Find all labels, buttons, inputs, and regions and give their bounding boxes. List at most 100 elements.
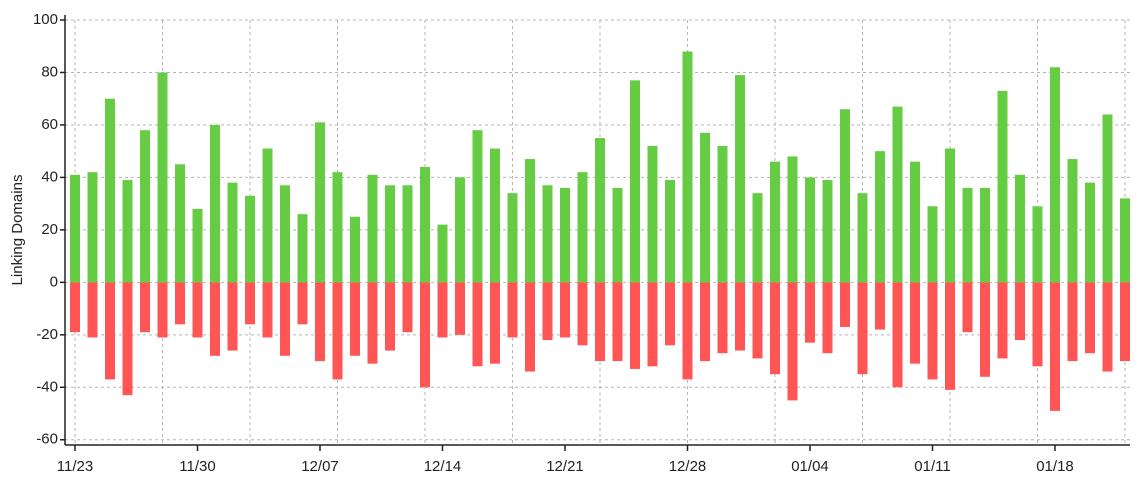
bar — [1102, 282, 1113, 372]
bar — [700, 282, 710, 362]
bar — [805, 282, 815, 343]
bar — [1067, 159, 1078, 283]
bar — [157, 282, 168, 338]
bar — [630, 282, 640, 369]
bar — [140, 130, 150, 283]
bar — [332, 172, 343, 283]
bar — [210, 124, 220, 283]
bar — [455, 177, 465, 283]
bar — [560, 187, 570, 283]
bar — [1085, 282, 1095, 354]
bar — [997, 282, 1008, 359]
x-tick-label: 11/30 — [179, 458, 215, 475]
bar — [595, 282, 605, 362]
bar — [630, 80, 640, 283]
bar — [910, 161, 920, 283]
bar — [822, 180, 833, 283]
bar — [140, 282, 150, 333]
bar — [665, 180, 675, 283]
x-tick-label: 12/07 — [301, 458, 339, 475]
bar — [927, 282, 938, 380]
bar — [280, 185, 290, 283]
bar — [1120, 198, 1130, 283]
bar — [717, 282, 728, 354]
bar — [612, 187, 623, 283]
bar — [175, 164, 185, 283]
bar — [192, 208, 203, 283]
bar — [157, 72, 168, 283]
bar — [595, 138, 605, 283]
bar — [437, 224, 448, 283]
bar — [840, 109, 850, 283]
bar — [665, 282, 675, 346]
bar — [402, 282, 413, 333]
bar — [927, 206, 938, 283]
bar — [385, 282, 395, 351]
bar — [507, 193, 518, 283]
bar — [402, 185, 413, 283]
bar — [875, 151, 885, 283]
bar — [647, 145, 658, 283]
bar — [367, 174, 378, 283]
bar — [525, 282, 535, 372]
bar — [192, 282, 203, 338]
bar — [245, 195, 255, 283]
bar — [1032, 282, 1043, 367]
bar — [175, 282, 185, 325]
bar — [122, 180, 133, 283]
bar — [507, 282, 518, 338]
bar — [980, 282, 990, 377]
bar — [805, 177, 815, 283]
bar — [332, 282, 343, 380]
y-tick-label: 80 — [41, 63, 58, 80]
bar — [892, 282, 903, 388]
bar — [350, 216, 360, 283]
bar — [472, 282, 483, 367]
bar — [857, 193, 868, 283]
bar — [560, 282, 570, 338]
bar — [840, 282, 850, 327]
bar — [437, 282, 448, 338]
x-tick-label: 01/11 — [914, 458, 950, 475]
bar — [1067, 282, 1078, 362]
bar — [350, 282, 360, 356]
y-tick-label: 20 — [41, 221, 58, 238]
bar — [735, 75, 745, 283]
bar — [525, 159, 535, 283]
bar — [770, 161, 780, 283]
bar — [105, 98, 115, 283]
bar — [647, 282, 658, 367]
x-tick-label: 01/04 — [791, 458, 829, 475]
y-tick-label: 40 — [41, 168, 58, 185]
bar — [787, 282, 798, 401]
bar — [87, 172, 98, 283]
bar — [577, 172, 588, 283]
bar — [542, 185, 553, 283]
bar — [945, 282, 955, 390]
bar — [490, 148, 500, 283]
bar — [105, 282, 115, 380]
bar — [262, 148, 273, 283]
bar — [245, 282, 255, 325]
bar — [1050, 282, 1060, 411]
bar — [787, 156, 798, 283]
bar — [875, 282, 885, 330]
bar — [700, 132, 710, 283]
bar — [297, 214, 308, 283]
bar — [1050, 67, 1060, 283]
y-tick-label: 100 — [33, 11, 58, 28]
bar — [682, 51, 693, 283]
bar — [455, 282, 465, 335]
bar — [122, 282, 133, 396]
x-tick-label: 12/21 — [546, 458, 584, 475]
bar — [1015, 174, 1025, 283]
y-tick-label: -40 — [36, 378, 58, 395]
bar — [315, 282, 325, 362]
bar — [962, 187, 973, 283]
bar — [210, 282, 220, 356]
bar — [980, 187, 990, 283]
x-tick-label: 12/14 — [424, 458, 462, 475]
bar — [87, 282, 98, 338]
y-tick-label: 60 — [41, 116, 58, 133]
bar — [577, 282, 588, 346]
